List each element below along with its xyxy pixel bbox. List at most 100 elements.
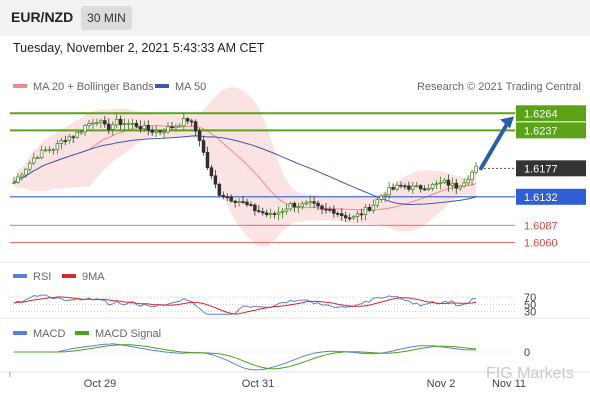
candle <box>189 118 194 127</box>
candle-body <box>118 118 123 125</box>
candle-body <box>217 183 222 196</box>
candle <box>316 200 320 211</box>
rsi-level-label: 50 <box>524 299 536 311</box>
candle-body <box>185 118 190 122</box>
candle <box>399 181 403 189</box>
candle <box>422 185 427 191</box>
candle-body <box>399 184 403 187</box>
pivot-label: 1.6060 <box>524 237 558 249</box>
candle-body <box>328 208 332 211</box>
candle-body <box>249 204 253 207</box>
candle <box>178 123 182 128</box>
candle <box>12 176 16 185</box>
candle-body <box>470 171 474 180</box>
candle-body <box>189 120 194 123</box>
candle <box>99 118 103 129</box>
candle-body <box>375 199 380 206</box>
candle <box>16 173 20 184</box>
candle-body <box>197 130 202 141</box>
candle-body <box>261 211 265 214</box>
candle-body <box>407 185 411 190</box>
candle-body <box>150 129 154 133</box>
copyright-text: Research © 2021 Trading Central <box>417 81 581 93</box>
candle-body <box>336 212 340 215</box>
candle <box>296 202 301 214</box>
candle-body <box>95 122 99 124</box>
candle-body <box>324 208 328 211</box>
candle <box>336 211 340 217</box>
candle-body <box>391 187 395 190</box>
candle-body <box>24 168 28 176</box>
rsi-legend-label: RSI <box>33 271 51 283</box>
candle <box>387 182 391 200</box>
x-axis-label: Nov 11 <box>492 378 526 390</box>
x-axis-label: Oct 31 <box>242 378 274 390</box>
candle <box>213 169 218 189</box>
candle-body <box>458 185 462 189</box>
candle-body <box>359 213 364 216</box>
candle-body <box>272 213 277 215</box>
candle <box>138 120 143 133</box>
candle-body <box>91 122 95 125</box>
moving-averages <box>13 125 477 211</box>
resistance-label: 1.6264 <box>524 108 558 120</box>
candle-body <box>59 140 64 144</box>
macd-signal-line <box>14 344 477 370</box>
candle-body <box>474 165 478 173</box>
candle <box>257 205 261 214</box>
candle <box>470 169 474 186</box>
candle <box>118 115 123 130</box>
candle-body <box>75 131 79 138</box>
ma50-legend-label: MA 50 <box>175 81 206 93</box>
candle-body <box>162 131 166 134</box>
watermark: FIG Markets <box>486 365 574 382</box>
candle-body <box>371 204 376 211</box>
candle <box>47 146 52 154</box>
current-price-tag <box>516 160 586 177</box>
symbol-label[interactable]: EUR/NZD <box>11 9 74 25</box>
candle-body <box>355 213 360 217</box>
candle <box>462 178 466 188</box>
candle-body <box>229 196 233 202</box>
candle-body <box>320 205 324 210</box>
candle-body <box>201 140 206 153</box>
candle-body <box>363 206 368 215</box>
candle-body <box>241 201 245 203</box>
candle <box>28 160 32 173</box>
candle <box>276 206 281 221</box>
candle-body <box>379 195 383 200</box>
candle <box>458 184 462 192</box>
candle-body <box>296 206 301 209</box>
candle-body <box>114 118 119 126</box>
candle-body <box>12 181 16 184</box>
candle <box>434 180 439 190</box>
x-axis: Oct 29 Oct 31 Nov 2 Nov 11 <box>9 372 526 390</box>
candle-body <box>71 136 75 139</box>
support-label: 1.6132 <box>524 192 558 204</box>
candle-body <box>257 210 261 213</box>
candle <box>221 191 226 200</box>
candle <box>272 211 277 219</box>
rsi-ma-legend-label: 9MA <box>82 271 105 283</box>
candle-body <box>395 184 399 190</box>
support-tag <box>516 188 586 205</box>
ma20-line <box>13 125 477 211</box>
candle <box>328 206 332 213</box>
candle-body <box>43 149 48 152</box>
macd-legend-label: MACD <box>33 328 65 340</box>
timeframe-button[interactable]: 30 MIN <box>81 6 132 30</box>
candle <box>197 128 202 147</box>
candle-body <box>205 151 210 169</box>
candle-body <box>47 149 52 152</box>
candle <box>174 123 178 132</box>
candle-body <box>367 206 372 211</box>
candle-body <box>87 123 91 127</box>
candle-body <box>39 149 44 159</box>
candle <box>253 203 257 216</box>
candle-body <box>16 176 20 183</box>
candle <box>339 208 344 221</box>
candle-body <box>253 204 257 212</box>
candle <box>264 209 269 218</box>
candle <box>83 124 87 137</box>
candle <box>418 184 423 193</box>
